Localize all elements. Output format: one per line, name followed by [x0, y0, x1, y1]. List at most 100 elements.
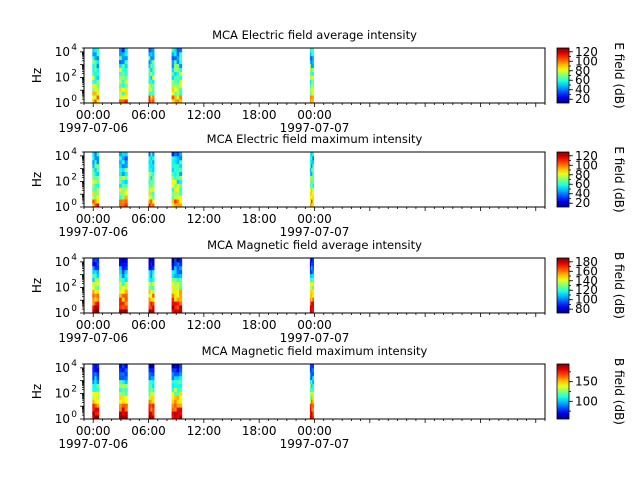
spectrogram-cell: [96, 51, 100, 57]
spectrogram-cell: [152, 297, 155, 302]
spectrogram-cell: [119, 171, 123, 176]
spectrogram-cell: [92, 285, 95, 290]
spectrogram-cell: [150, 273, 153, 279]
spectrogram-cell: [96, 395, 100, 400]
spectrogram-cell: [124, 75, 128, 80]
spectrogram-cell: [124, 387, 128, 392]
spectrogram-cell: [119, 281, 123, 286]
spectrogram-cell: [94, 51, 97, 57]
spectrogram-cell: [176, 71, 180, 76]
spectrogram-cell: [312, 399, 314, 404]
spectrogram-cell: [96, 269, 100, 275]
colorbar-tick-label: 180: [575, 255, 598, 269]
spectrogram-cell: [96, 71, 100, 76]
panel-title: MCA Magnetic field maximum intensity: [202, 344, 428, 358]
x-tick-label: 12:00: [187, 212, 222, 226]
y-tick-exponent: 0: [71, 198, 77, 208]
spectrogram-cell: [312, 195, 314, 200]
y-axis-label: Hz: [30, 278, 44, 293]
spectrogram-cell: [309, 297, 312, 302]
spectrogram-cell: [311, 99, 313, 104]
spectrogram-cell: [179, 51, 183, 57]
spectrogram-cell: [119, 51, 123, 57]
spectrogram-cell: [176, 183, 180, 188]
spectrogram-cell: [312, 285, 314, 290]
spectrogram-cell: [121, 91, 125, 96]
spectrogram-cell: [148, 51, 151, 57]
spectrogram-cell: [152, 305, 155, 310]
colorbar-tick-label: 80: [575, 302, 590, 316]
spectrogram-cell: [124, 159, 128, 165]
spectrogram-cell: [96, 167, 100, 173]
spectrogram-cell: [94, 383, 97, 388]
spectrogram-cell: [94, 297, 97, 302]
spectrogram-cell: [119, 273, 123, 279]
spectrogram-cell: [119, 67, 123, 72]
spectrogram-cell: [124, 83, 128, 88]
spectrogram-cell: [119, 301, 123, 306]
spectrogram-cell: [96, 277, 100, 282]
spectrogram-cell: [92, 301, 95, 306]
spectrogram-cell: [171, 281, 175, 286]
spectrogram-cell: [121, 195, 125, 200]
spectrogram-cell: [179, 152, 183, 157]
spectrogram-cell: [176, 55, 180, 61]
y-axis-label: Hz: [30, 384, 44, 399]
spectrogram-cell: [309, 183, 312, 188]
spectrogram-cell: [148, 83, 151, 88]
spectrogram-cell: [96, 155, 100, 161]
spectrogram-cell: [121, 187, 125, 192]
spectrogram-cell: [174, 379, 178, 385]
spectrogram-cell: [94, 277, 97, 282]
y-axis-label: Hz: [30, 68, 44, 83]
spectrogram-cell: [174, 179, 178, 184]
spectrogram-cell: [152, 152, 155, 157]
spectrogram-cell: [124, 399, 128, 404]
spectrogram-cell: [309, 415, 312, 420]
spectrogram-cell: [94, 171, 97, 176]
spectrogram-cell: [179, 391, 183, 396]
spectrogram-cell: [121, 301, 125, 306]
spectrogram-cell: [174, 371, 178, 377]
spectrogram-cell: [171, 367, 175, 373]
spectrogram-cell: [94, 261, 97, 267]
spectrogram-cell: [119, 293, 123, 298]
spectrogram-cell: [92, 415, 95, 420]
spectrogram-cell: [92, 155, 95, 161]
spectrogram-cell: [152, 179, 155, 184]
spectrogram-cell: [96, 152, 100, 157]
spectrogram-cell: [94, 99, 97, 104]
spectrogram-cell: [309, 403, 312, 408]
spectrogram-cell: [152, 273, 155, 279]
spectrogram-cell: [179, 155, 183, 161]
spectrogram-cell: [96, 297, 100, 302]
spectrogram-cell: [92, 179, 95, 184]
spectrogram-cell: [174, 411, 178, 416]
spectrogram-cell: [124, 163, 128, 169]
spectrogram-cell: [174, 91, 178, 96]
spectrogram-cell: [176, 379, 180, 385]
spectrogram-cell: [152, 175, 155, 180]
x-tick-label: 00:00: [297, 318, 332, 332]
spectrogram-cell: [176, 199, 180, 204]
spectrogram-cell: [150, 152, 153, 157]
x-tick-label: 06:00: [131, 318, 166, 332]
spectrogram-cell: [124, 175, 128, 180]
spectrogram-cell: [311, 277, 313, 282]
spectrogram-cell: [179, 187, 183, 192]
spectrogram-cell: [148, 375, 151, 381]
spectrogram-cell: [121, 171, 125, 176]
spectrogram-cell: [312, 71, 314, 76]
spectrogram-cell: [150, 371, 153, 377]
x-tick-date: 1997-07-07: [280, 121, 350, 135]
spectrogram-cell: [312, 87, 314, 92]
spectrogram-cell: [92, 277, 95, 282]
spectrogram-cell: [171, 379, 175, 385]
x-tick-label: 12:00: [187, 318, 222, 332]
spectrogram-cell: [119, 391, 123, 396]
spectrogram-cell: [148, 179, 151, 184]
spectrogram-cell: [124, 395, 128, 400]
spectrogram-cell: [124, 95, 128, 100]
x-tick-label: 06:00: [131, 108, 166, 122]
